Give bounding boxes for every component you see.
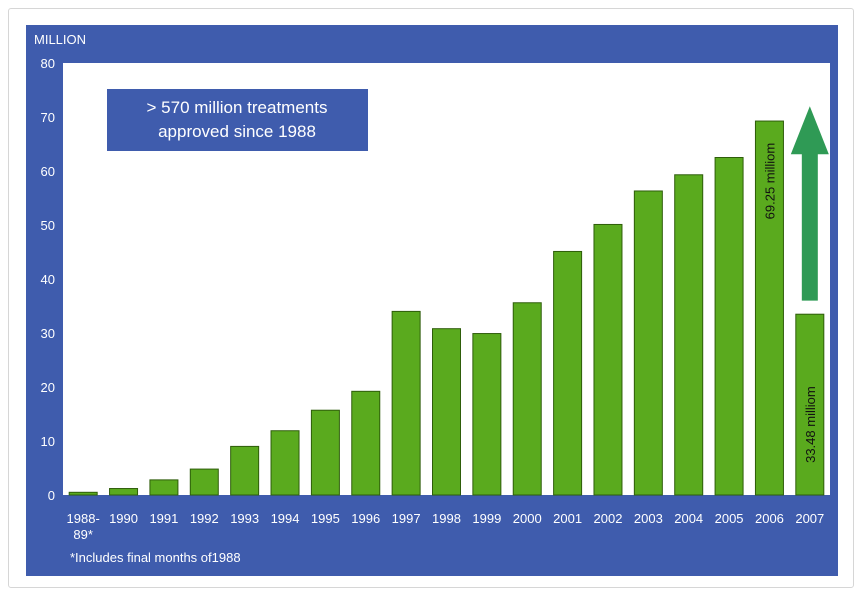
x-tick-label: 1991 [149, 511, 178, 526]
y-axis-label: MILLION [34, 32, 86, 47]
x-tick-label: 1990 [109, 511, 138, 526]
bar [270, 430, 300, 496]
y-tick-label: 50 [41, 218, 55, 233]
bar [674, 174, 704, 496]
y-tick-label: 30 [41, 326, 55, 341]
bar [512, 302, 542, 496]
bar [310, 409, 340, 496]
x-tick-label: 1999 [472, 511, 501, 526]
x-tick-label: 1997 [392, 511, 421, 526]
bar [391, 310, 421, 496]
bar [230, 445, 260, 496]
bar [68, 491, 98, 496]
y-tick-label: 60 [41, 164, 55, 179]
y-tick-label: 80 [41, 56, 55, 71]
bar [633, 190, 663, 496]
callout-line-2: approved since 1988 [158, 122, 316, 141]
bar [149, 479, 179, 496]
x-tick-label: 2006 [755, 511, 784, 526]
bar [714, 157, 744, 496]
x-tick-label: 1994 [271, 511, 300, 526]
x-tick-label: 2003 [634, 511, 663, 526]
bar [432, 328, 461, 496]
bar-data-label: 33.48 milliom [803, 386, 818, 463]
x-tick-label: 1988- [67, 511, 100, 526]
y-tick-label: 20 [41, 380, 55, 395]
x-tick-label: 2007 [795, 511, 824, 526]
x-tick-label: 1995 [311, 511, 340, 526]
bar [593, 223, 623, 496]
footnote: *Includes final months of1988 [70, 550, 241, 565]
x-tick-label: 89* [73, 527, 93, 542]
callout-line-1: > 570 million treatments [147, 98, 328, 117]
y-tick-label: 70 [41, 110, 55, 125]
bar [109, 488, 139, 496]
x-tick-label: 1992 [190, 511, 219, 526]
x-tick-label: 1998 [432, 511, 461, 526]
bar [189, 468, 219, 496]
x-tick-label: 1993 [230, 511, 259, 526]
x-tick-label: 2005 [715, 511, 744, 526]
bar-data-label: 69.25 milliom [762, 143, 777, 220]
bar [472, 333, 502, 496]
x-tick-label: 2004 [674, 511, 703, 526]
bar [553, 250, 583, 496]
callout-box: > 570 million treatments approved since … [107, 89, 368, 151]
growth-arrow-icon [790, 106, 829, 301]
x-tick-label: 2001 [553, 511, 582, 526]
y-tick-label: 0 [48, 488, 55, 503]
y-tick-label: 40 [41, 272, 55, 287]
bar [795, 313, 825, 496]
x-tick-label: 2000 [513, 511, 542, 526]
bar [754, 120, 784, 496]
x-tick-label: 1996 [351, 511, 380, 526]
x-tick-label: 2002 [594, 511, 623, 526]
y-tick-label: 10 [41, 434, 55, 449]
bar [351, 390, 381, 496]
